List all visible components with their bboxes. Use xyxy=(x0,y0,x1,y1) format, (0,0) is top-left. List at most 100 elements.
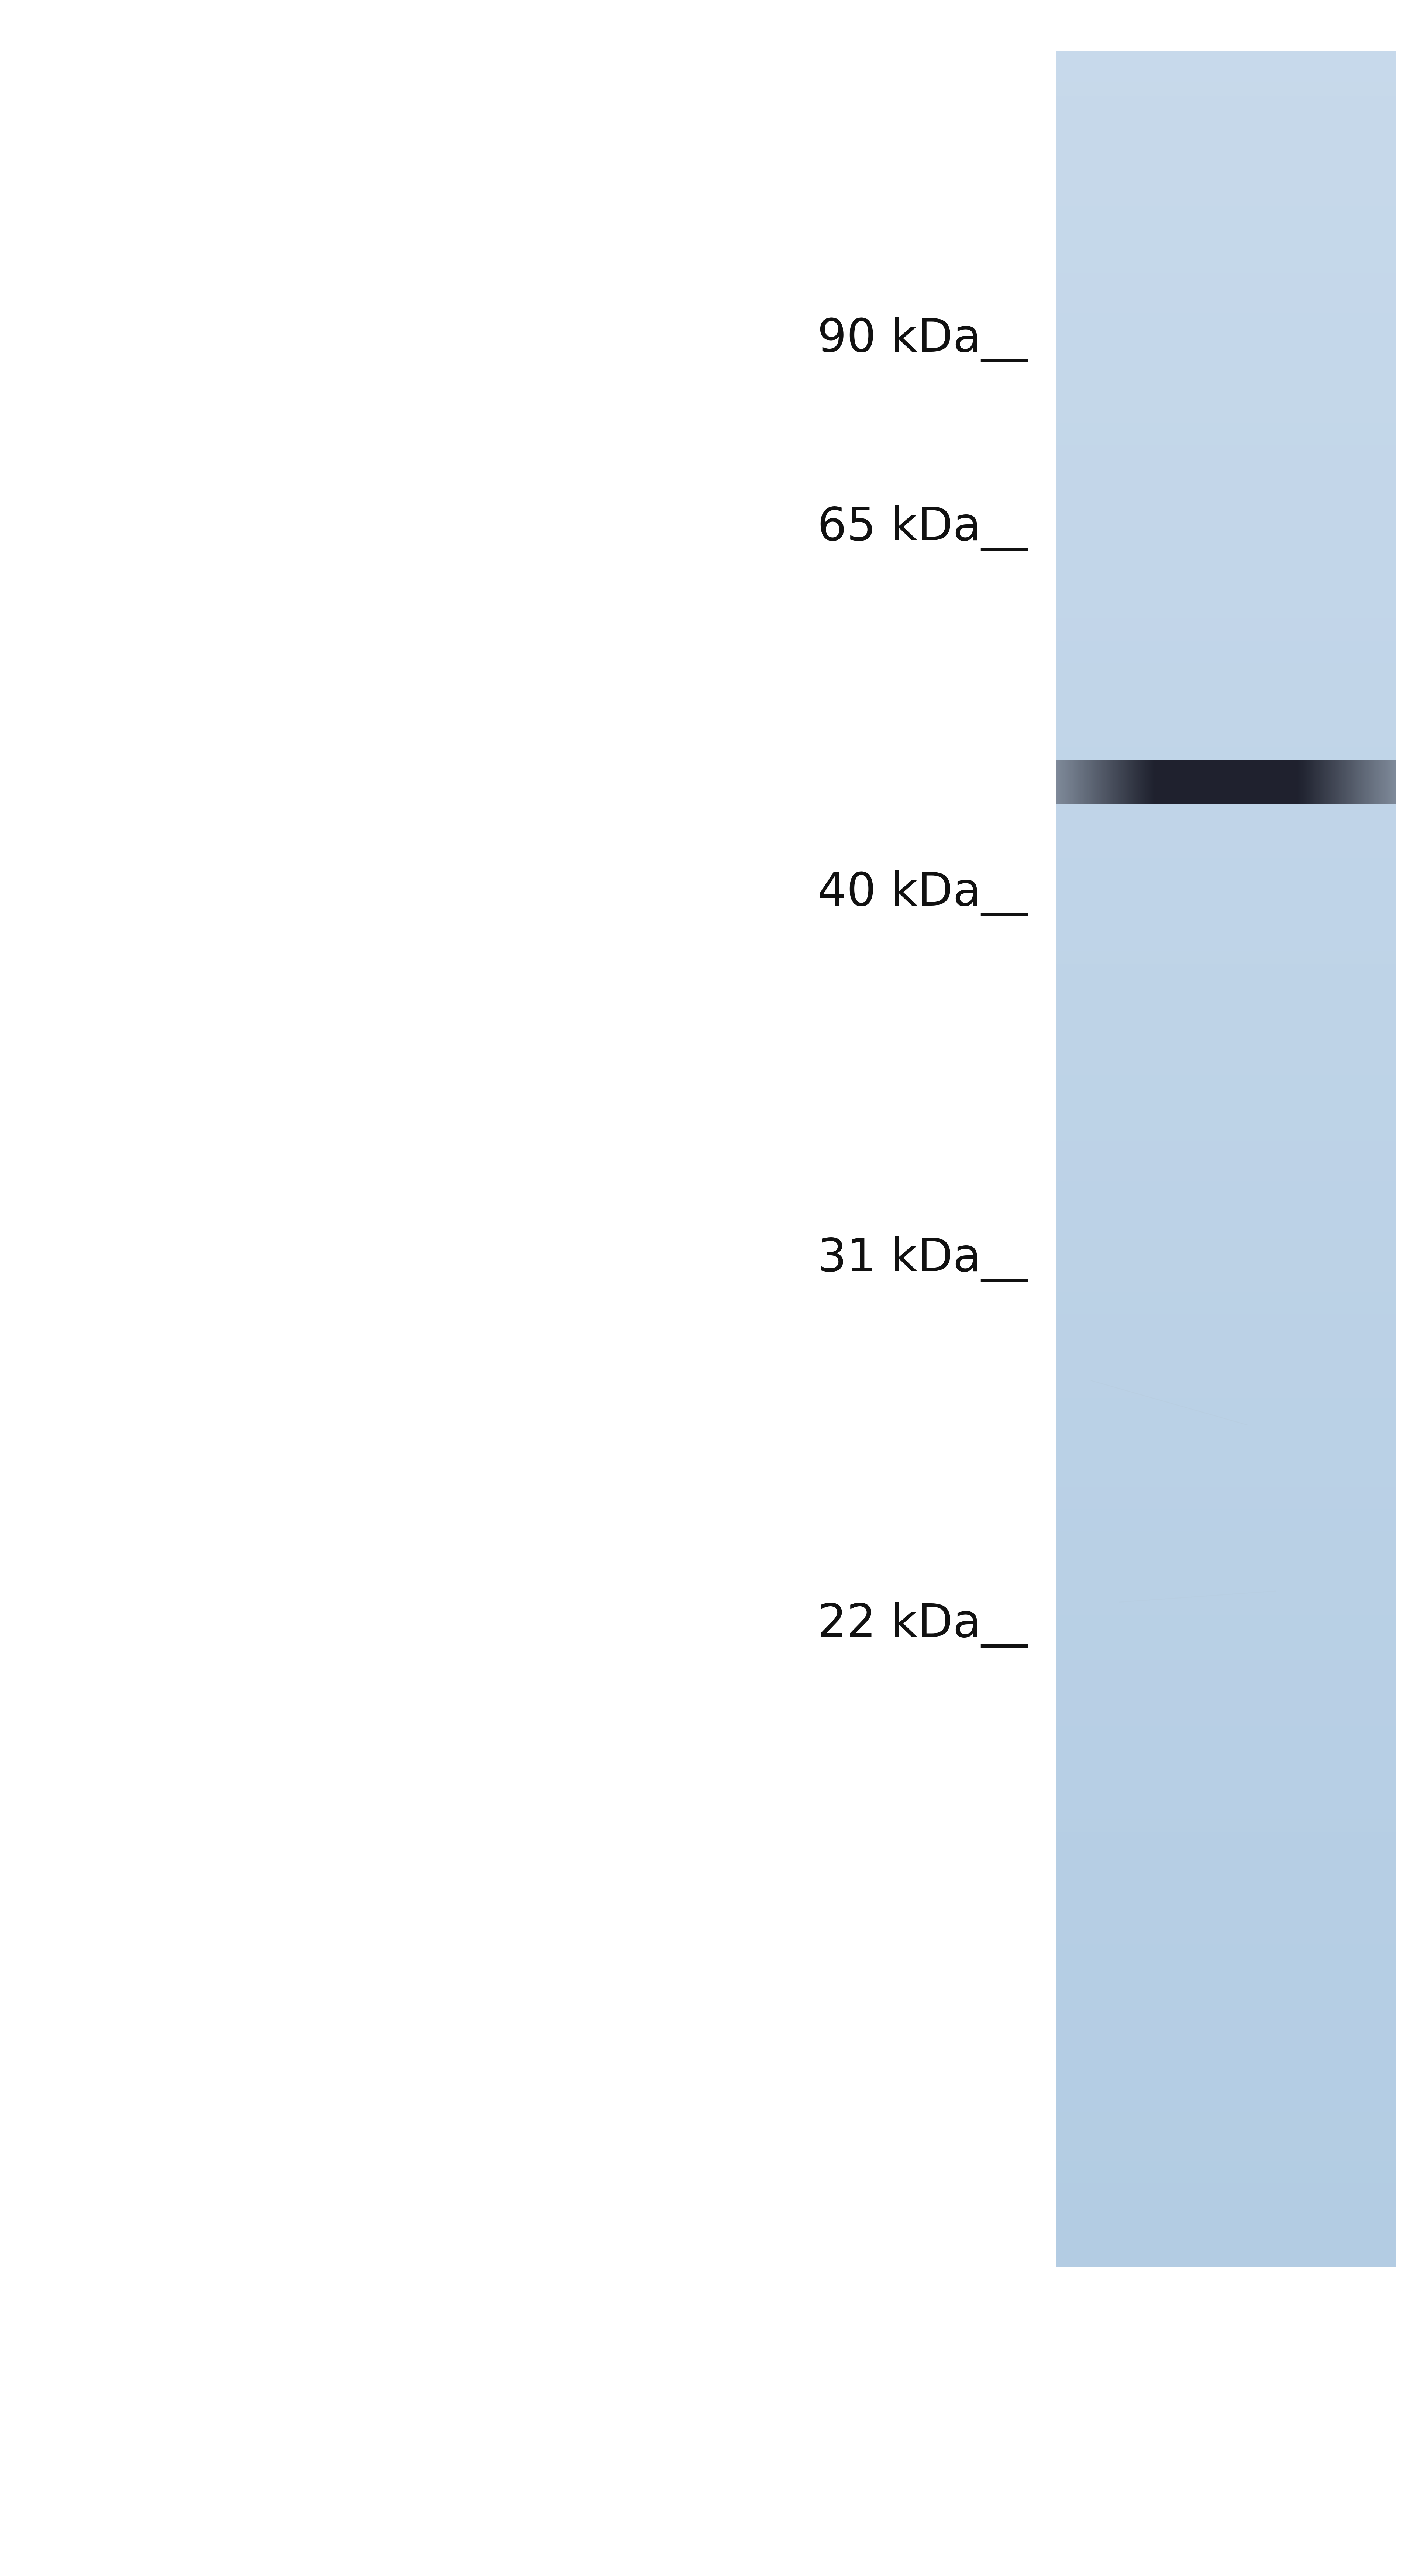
Bar xyxy=(1056,193,1396,198)
Bar xyxy=(1056,2038,1396,2040)
Bar xyxy=(1056,1172,1396,1177)
Bar xyxy=(1056,1239,1396,1244)
Bar xyxy=(1056,1345,1396,1350)
Bar xyxy=(1056,371,1396,376)
Bar xyxy=(1056,1182,1396,1185)
Bar xyxy=(1056,1136,1396,1141)
Bar xyxy=(1056,2156,1396,2161)
Bar xyxy=(1056,933,1396,938)
Bar xyxy=(1056,90,1396,95)
Bar xyxy=(1056,1700,1396,1705)
Bar xyxy=(1056,819,1396,822)
Bar xyxy=(1056,1695,1396,1700)
Bar xyxy=(1056,1368,1396,1373)
Bar xyxy=(1056,920,1396,925)
Bar xyxy=(1056,1265,1396,1270)
Bar xyxy=(1056,2241,1396,2244)
Bar xyxy=(1056,1226,1396,1231)
Bar xyxy=(1056,1324,1396,1327)
Bar xyxy=(1056,544,1396,549)
Bar xyxy=(1056,1025,1396,1030)
Bar xyxy=(1056,659,1396,662)
Bar xyxy=(1056,1770,1396,1775)
Bar xyxy=(1056,1558,1396,1564)
Bar xyxy=(1056,1417,1396,1419)
Bar xyxy=(1056,1394,1396,1399)
Bar xyxy=(1056,487,1396,489)
Bar xyxy=(1056,433,1396,438)
Bar xyxy=(1056,2069,1396,2071)
Bar xyxy=(1056,618,1396,623)
Bar xyxy=(1056,124,1396,126)
Bar xyxy=(1056,1651,1396,1656)
Bar xyxy=(1056,1030,1396,1036)
Bar xyxy=(1056,2218,1396,2223)
Bar xyxy=(1056,551,1396,556)
Bar xyxy=(1056,1646,1396,1651)
Bar xyxy=(1056,2053,1396,2058)
Bar xyxy=(1056,1837,1396,1842)
Bar xyxy=(1056,760,1396,765)
Bar xyxy=(1056,598,1396,600)
Bar xyxy=(1056,291,1396,296)
Bar xyxy=(1056,1780,1396,1785)
Bar xyxy=(1056,1056,1396,1061)
Text: 31 kDa__: 31 kDa__ xyxy=(818,1236,1027,1283)
Bar xyxy=(1056,611,1396,613)
Bar xyxy=(1056,1880,1396,1886)
Bar xyxy=(1056,871,1396,876)
Bar xyxy=(1056,605,1396,611)
Bar xyxy=(1056,1522,1396,1528)
Bar xyxy=(1056,912,1396,914)
Bar xyxy=(1056,70,1396,75)
Bar xyxy=(1056,422,1396,428)
Bar xyxy=(1056,814,1396,819)
Bar xyxy=(1056,1221,1396,1226)
Bar xyxy=(1056,2195,1396,2200)
Bar xyxy=(1056,500,1396,502)
Bar xyxy=(1056,1072,1396,1074)
Bar xyxy=(1056,1252,1396,1257)
Bar xyxy=(1056,149,1396,155)
Bar xyxy=(1056,2102,1396,2107)
Bar xyxy=(1056,1940,1396,1942)
Bar xyxy=(1056,850,1396,853)
Bar xyxy=(1056,1036,1396,1041)
Bar xyxy=(1056,1041,1396,1043)
Bar xyxy=(1056,961,1396,963)
Bar xyxy=(1056,1399,1396,1404)
Bar xyxy=(1056,1996,1396,2002)
Bar xyxy=(1056,268,1396,273)
Bar xyxy=(1056,1965,1396,1971)
Bar xyxy=(1056,2112,1396,2117)
Bar xyxy=(1056,407,1396,410)
Bar xyxy=(1056,1043,1396,1048)
Bar xyxy=(1056,1355,1396,1358)
Bar xyxy=(1056,981,1396,987)
Bar xyxy=(1056,649,1396,654)
Bar xyxy=(1056,224,1396,229)
Bar xyxy=(1056,884,1396,889)
Bar xyxy=(1056,260,1396,265)
Bar xyxy=(1056,175,1396,180)
Bar xyxy=(1056,1314,1396,1319)
Bar xyxy=(1056,1855,1396,1860)
Bar xyxy=(1056,1947,1396,1953)
Bar xyxy=(1056,907,1396,912)
Bar xyxy=(1056,286,1396,291)
Bar xyxy=(1056,348,1396,353)
Bar xyxy=(1056,1816,1396,1819)
Bar xyxy=(1056,1092,1396,1097)
Bar xyxy=(1056,1296,1396,1301)
Bar xyxy=(1056,1602,1396,1607)
Bar xyxy=(1056,1579,1396,1584)
Bar xyxy=(1056,1528,1396,1530)
Bar xyxy=(1056,469,1396,471)
Bar xyxy=(1056,788,1396,791)
Bar xyxy=(1056,1566,1396,1571)
Bar xyxy=(1056,1473,1396,1479)
Bar xyxy=(1056,574,1396,580)
Bar xyxy=(1056,2002,1396,2007)
Bar xyxy=(1056,247,1396,250)
Bar xyxy=(1056,2148,1396,2151)
